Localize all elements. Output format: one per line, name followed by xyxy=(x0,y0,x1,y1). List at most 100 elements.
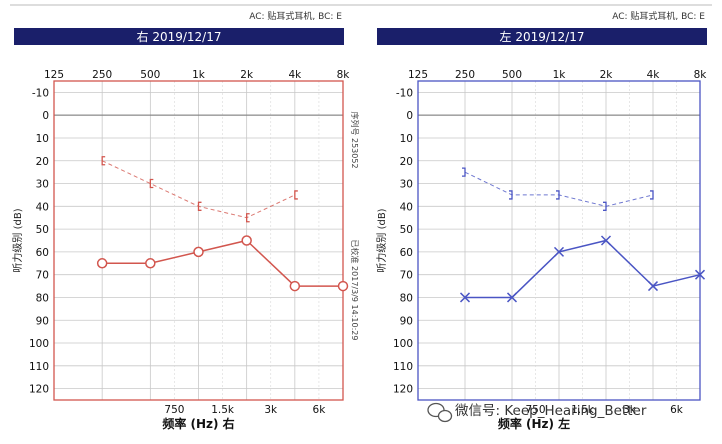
y-axis-title: 听力级别 (dB) xyxy=(375,208,388,272)
y-tick-label: 110 xyxy=(393,361,413,373)
cross-marker xyxy=(459,292,471,303)
x-bottom-tick-label: 750 xyxy=(525,404,545,416)
circle-marker xyxy=(145,258,156,269)
y-tick-label: 70 xyxy=(400,270,413,282)
y-tick-label: 0 xyxy=(42,110,49,122)
y-tick-label: -10 xyxy=(32,87,49,99)
x-top-tick-label: 500 xyxy=(502,69,522,81)
x-top-tick-label: 1k xyxy=(192,69,206,81)
series-line xyxy=(465,239,701,299)
y-tick-label: 70 xyxy=(36,270,49,282)
x-bottom-tick-label: 750 xyxy=(164,404,184,416)
wechat-bubble xyxy=(437,409,453,423)
circle-marker xyxy=(193,246,204,258)
y-tick-label: 60 xyxy=(400,247,413,259)
bracket-marker xyxy=(603,201,607,211)
bracket-marker xyxy=(294,190,298,200)
x-bottom-tick-label: 6k xyxy=(670,404,684,416)
y-tick-label: 80 xyxy=(400,292,413,304)
y-tick-label: 30 xyxy=(36,179,49,191)
y-tick-label: 40 xyxy=(36,201,49,213)
x-bottom-tick-label: 1.5k xyxy=(211,404,235,416)
series-line xyxy=(102,239,343,287)
circle-marker xyxy=(241,235,252,246)
x-top-tick-label: 250 xyxy=(92,69,112,81)
y-tick-label: 0 xyxy=(406,110,413,122)
x-top-tick-label: 8k xyxy=(337,69,351,81)
x-axis-title: 频率 (Hz) 左 xyxy=(498,416,570,431)
gridlines xyxy=(54,81,343,400)
ac-bc-note: AC: 贴耳式耳机, BC: E xyxy=(612,10,705,22)
y-tick-label: 100 xyxy=(393,338,413,350)
chart-title: 右 2019/12/17 xyxy=(137,29,222,44)
x-top-tick-label: 125 xyxy=(408,69,428,81)
x-top-tick-label: 250 xyxy=(455,69,475,81)
ac-bc-note: AC: 贴耳式耳机, BC: E xyxy=(249,10,342,22)
side-note: 序列号 253052 xyxy=(350,111,360,168)
title-bar xyxy=(377,28,707,45)
plot-frame xyxy=(53,80,344,401)
y-tick-label: 50 xyxy=(400,224,413,236)
air-conduction-series xyxy=(459,235,706,303)
title-bar xyxy=(14,28,344,45)
air-conduction-series xyxy=(96,235,349,292)
y-tick-label: 120 xyxy=(29,384,49,396)
cross-marker xyxy=(647,281,659,292)
x-bottom-tick-label: 3k xyxy=(623,404,637,416)
y-tick-label: 10 xyxy=(36,133,49,145)
chart-title: 左 2019/12/17 xyxy=(500,29,585,44)
bracket-marker xyxy=(149,178,154,189)
bracket-marker xyxy=(462,167,466,177)
y-tick-label: 100 xyxy=(29,338,49,350)
bone-conduction-series xyxy=(462,167,654,211)
y-tick-label: 10 xyxy=(400,133,413,145)
circle-marker xyxy=(337,280,349,292)
cross-marker xyxy=(600,235,612,246)
y-tick-label: 20 xyxy=(36,156,49,168)
x-bottom-tick-label: 1.5k xyxy=(571,404,595,416)
side-note: 已校准 2017/3/9 14:10:29 xyxy=(350,240,360,341)
circle-marker xyxy=(289,280,301,292)
y-tick-label: -10 xyxy=(396,87,413,99)
x-bottom-tick-label: 3k xyxy=(264,404,278,416)
y-tick-label: 60 xyxy=(36,247,49,259)
x-top-tick-label: 1k xyxy=(553,69,567,81)
gridlines xyxy=(418,81,700,400)
bracket-marker xyxy=(650,190,654,200)
bone-conduction-series xyxy=(101,156,298,223)
cross-marker xyxy=(694,269,706,280)
x-top-tick-label: 8k xyxy=(694,69,708,81)
bracket-marker xyxy=(101,156,106,166)
y-tick-label: 30 xyxy=(400,179,413,191)
left-ear-audiogram: AC: 贴耳式耳机, BC: E 左 2019/12/17 750 1.5k 3k 6k 1… xyxy=(375,10,707,431)
y-tick-label: 20 xyxy=(400,156,413,168)
x-top-tick-label: 125 xyxy=(44,69,64,81)
y-tick-label: 120 xyxy=(393,384,413,396)
y-tick-label: 40 xyxy=(400,201,413,213)
x-bottom-tick-label: 6k xyxy=(313,404,327,416)
bracket-marker xyxy=(246,213,250,223)
y-tick-label: 80 xyxy=(36,292,49,304)
y-tick-label: 90 xyxy=(400,315,413,327)
plot-frame xyxy=(417,80,701,401)
bracket-marker xyxy=(556,190,560,200)
watermark-text: 微信号: Keep_Hearing_Better xyxy=(455,403,647,419)
y-tick-label: 90 xyxy=(36,315,49,327)
x-axis-title: 频率 (Hz) 右 xyxy=(162,416,234,431)
x-top-tick-label: 4k xyxy=(647,69,661,81)
y-axis-title: 听力级别 (dB) xyxy=(11,208,24,272)
right-ear-audiogram: AC: 贴耳式耳机, BC: E 右 2019/12/17 750 1.5k 3k 6k 1… xyxy=(11,10,360,431)
watermark: 微信号: Keep_Hearing_Better xyxy=(427,402,647,423)
x-top-tick-label: 500 xyxy=(140,69,160,81)
y-tick-label: 110 xyxy=(29,361,49,373)
x-top-tick-label: 4k xyxy=(288,69,302,81)
cross-marker xyxy=(553,246,565,257)
x-top-tick-label: 2k xyxy=(240,69,254,81)
y-tick-label: 50 xyxy=(36,224,49,236)
x-top-tick-label: 2k xyxy=(600,69,614,81)
wechat-icon xyxy=(427,402,453,423)
bracket-marker xyxy=(509,190,513,200)
bracket-marker xyxy=(197,201,202,211)
circle-marker xyxy=(96,258,108,269)
